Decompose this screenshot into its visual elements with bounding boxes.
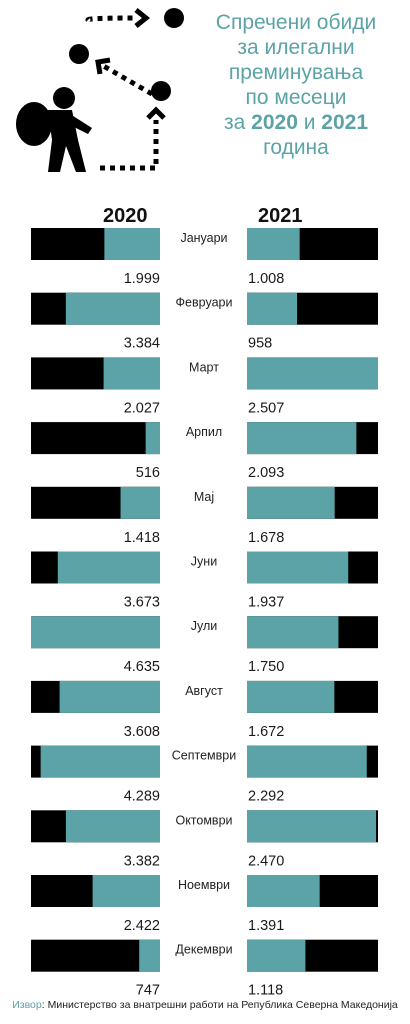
value-label-2021-month-11: 1.391	[248, 918, 284, 934]
value-label-2021-month-7: 1.750	[248, 659, 284, 675]
category-label-month-7: Јули	[191, 619, 218, 633]
category-label-month-9: Септември	[172, 749, 236, 763]
bar-2020-track-month-12	[31, 939, 160, 972]
bar-2021-month-3	[247, 357, 378, 390]
bar-2020-month-1	[104, 228, 160, 260]
bar-chart: Јануари 1.999 1.008 Февруари 3.384 958 Март 2.0…	[31, 228, 378, 999]
value-label-2021-month-9: 2.292	[248, 789, 284, 805]
title-pre: за	[224, 111, 252, 134]
value-label-2021-month-3: 2.507	[248, 400, 284, 416]
bar-2020-month-3	[103, 357, 160, 390]
value-label-2021-month-6: 1.937	[248, 595, 284, 611]
traveler-icon	[16, 87, 92, 172]
bar-2021-month-8	[247, 680, 335, 713]
bar-2020-month-6	[57, 551, 160, 584]
value-label-2021-month-5: 1.678	[248, 530, 284, 546]
value-label-2020-month-12: 747	[136, 983, 160, 999]
value-label-2020-month-5: 1.418	[124, 530, 160, 546]
bar-2020-month-12	[139, 939, 160, 972]
value-label-2021-month-10: 2.470	[248, 853, 284, 869]
value-label-2020-month-3: 2.027	[124, 400, 160, 416]
category-label-month-8: Август	[185, 684, 223, 698]
bar-2021-month-6	[247, 551, 349, 584]
value-label-2021-month-8: 1.672	[248, 724, 284, 740]
title-line-2: за илегални	[237, 36, 355, 59]
title-line-6: година	[263, 136, 329, 159]
category-label-month-10: Октомври	[175, 813, 232, 827]
source-label: Извор	[12, 999, 42, 1011]
category-label-month-12: Декември	[175, 943, 232, 957]
value-label-2020-month-1: 1.999	[124, 271, 160, 287]
title-line-5: за 2020 и 2021	[196, 110, 396, 135]
series-header-2020: 2020	[103, 205, 148, 227]
bar-2020-month-8	[59, 680, 160, 713]
category-label-month-5: Мај	[194, 490, 214, 504]
source-note: Извор: Министерство за внатрешни работи …	[0, 999, 410, 1011]
value-label-2021-month-2: 958	[248, 336, 272, 352]
value-label-2021-month-12: 1.118	[248, 983, 283, 999]
value-label-2020-month-10: 3.382	[124, 853, 160, 869]
series-header-2021: 2021	[258, 205, 303, 227]
title-year-1: 2020	[251, 111, 298, 134]
value-label-2020-month-8: 3.608	[124, 724, 160, 740]
bar-2021-month-1	[247, 228, 300, 260]
bar-2020-month-4	[145, 422, 160, 455]
title-year-2: 2021	[321, 111, 368, 134]
category-label-month-3: Март	[189, 360, 219, 374]
title-line-4: по месеци	[245, 86, 347, 109]
arrow-heads-icon	[95, 8, 166, 120]
bar-2021-month-2	[247, 292, 298, 325]
title-line-1: Спречени обиди	[215, 11, 377, 34]
source-text: : Министерство за внатрешни работи на Ре…	[41, 999, 398, 1011]
title-line-3: преминувања	[228, 61, 364, 84]
category-label-month-2: Февруари	[176, 296, 233, 310]
dotted-path-arrow-icon	[85, 15, 159, 171]
bar-2020-month-9	[40, 745, 160, 778]
title-mid: и	[297, 111, 322, 134]
bar-2021-month-12	[247, 939, 306, 972]
value-label-2020-month-11: 2.422	[124, 918, 160, 934]
value-label-2020-month-2: 3.384	[124, 336, 160, 352]
bar-2020-month-7	[31, 616, 160, 649]
bar-2020-month-11	[92, 875, 160, 907]
bar-2020-month-10	[65, 810, 160, 843]
dots-icon	[69, 8, 184, 101]
bar-2021-month-11	[247, 875, 320, 907]
category-label-month-6: Јуни	[191, 555, 217, 569]
bar-2020-month-5	[120, 486, 160, 519]
category-label-month-4: Арпил	[186, 425, 222, 439]
bar-2020-month-2	[65, 292, 160, 325]
chart-title: Спречени обиди за илегални преминувања п…	[196, 10, 396, 160]
value-label-2020-month-7: 4.635	[124, 659, 160, 675]
category-label-month-1: Јануари	[180, 231, 227, 245]
bar-2021-month-10	[247, 810, 377, 843]
value-label-2021-month-1: 1.008	[248, 271, 284, 287]
category-label-month-11: Ноември	[178, 878, 230, 892]
bar-2020-track-month-4	[31, 422, 160, 455]
header-illustration	[16, 8, 184, 172]
bar-2021-month-5	[247, 486, 335, 519]
value-label-2021-month-4: 2.093	[248, 465, 284, 481]
value-label-2020-month-9: 4.289	[124, 789, 160, 805]
bar-2021-month-7	[247, 616, 339, 649]
bar-2021-month-9	[247, 745, 367, 778]
value-label-2020-month-4: 516	[136, 465, 160, 481]
value-label-2020-month-6: 3.673	[124, 595, 160, 611]
bar-2021-month-4	[247, 422, 357, 455]
